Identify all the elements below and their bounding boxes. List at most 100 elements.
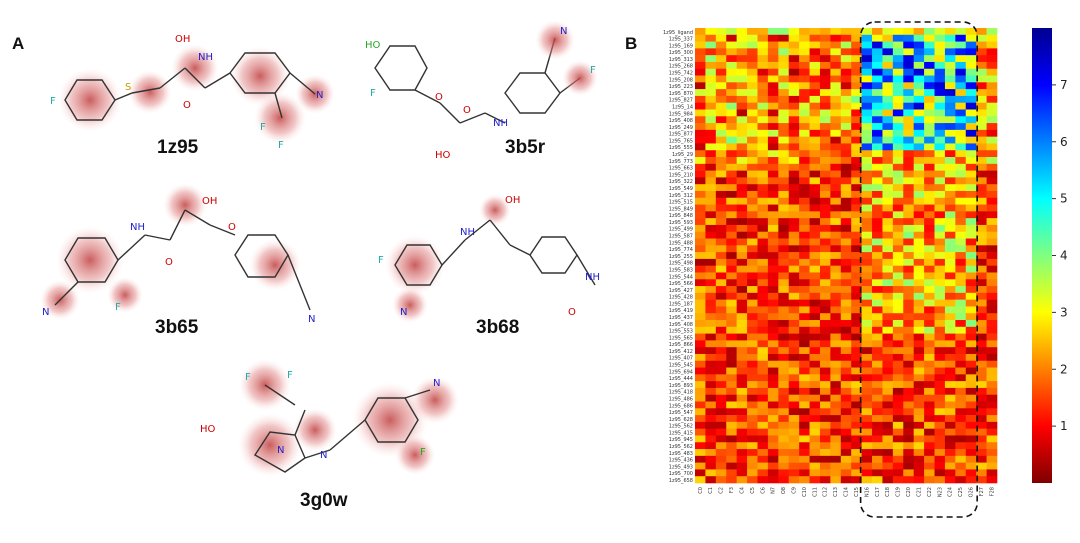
- heatmap-cell: [726, 313, 737, 321]
- heatmap-cell: [851, 245, 862, 253]
- heatmap-cell: [882, 190, 894, 199]
- heatmap-cell: [924, 143, 935, 151]
- heatmap-cell: [955, 421, 967, 429]
- heatmap-cell: [851, 381, 862, 389]
- heatmap-cell: [726, 245, 737, 253]
- heatmap-cell: [757, 442, 769, 450]
- heatmap-cell: [965, 116, 977, 124]
- heatmap-cell: [726, 102, 737, 110]
- heatmap-cell: [757, 190, 769, 199]
- heatmap-cell: [830, 204, 842, 212]
- heatmap-cell: [767, 476, 779, 484]
- heatmap-cell: [976, 367, 987, 375]
- heatmap-cell: [892, 150, 904, 158]
- heatmap-cell: [757, 415, 769, 423]
- heatmap-cell: [778, 401, 790, 409]
- heatmap-cell: [726, 55, 737, 63]
- heatmap-cell: [695, 313, 706, 321]
- heatmap-cell: [747, 272, 758, 280]
- heatmap-cell: [976, 449, 987, 457]
- heatmap-cell: [955, 313, 967, 321]
- heatmap-cell: [872, 95, 883, 104]
- heatmap-cell: [799, 421, 810, 429]
- row-label: 1z95_545: [669, 363, 693, 369]
- heatmap-cell: [705, 387, 717, 396]
- heatmap-cell: [924, 102, 935, 110]
- heatmap-cell: [892, 116, 904, 124]
- heatmap-cell: [799, 306, 810, 314]
- heatmap-cell: [913, 265, 925, 273]
- heatmap-cell: [861, 143, 873, 151]
- heatmap-cell: [892, 75, 904, 83]
- heatmap-cell: [965, 136, 977, 144]
- heatmap-cell: [819, 28, 831, 36]
- heatmap-cell: [924, 245, 935, 253]
- heatmap-cell: [892, 272, 904, 280]
- heatmap-cell: [892, 34, 904, 42]
- heatmap-cell: [924, 190, 935, 199]
- heatmap-cell: [882, 415, 894, 423]
- heatmap-cell: [903, 292, 914, 300]
- heatmap-cell: [840, 286, 852, 294]
- heatmap-cell: [715, 252, 727, 260]
- heatmap-cell: [976, 143, 987, 151]
- molecule-3b65-structure: NH OH O O N F N: [40, 183, 315, 325]
- heatmap-cell: [788, 333, 800, 341]
- heatmap-cell: [944, 116, 956, 124]
- heatmap-cell: [976, 55, 987, 63]
- heatmap-cell: [799, 394, 810, 402]
- heatmap-cell: [767, 469, 779, 477]
- heatmap-cell: [715, 238, 727, 246]
- heatmap-cell: [924, 34, 935, 42]
- heatmap-cell: [736, 211, 748, 219]
- heatmap-cell: [840, 143, 852, 151]
- heatmap-cell: [830, 347, 842, 355]
- heatmap-cell: [986, 408, 998, 416]
- heatmap-cell: [861, 353, 873, 362]
- heatmap-cell: [840, 360, 852, 368]
- heatmap-cell: [944, 455, 956, 463]
- heatmap-cell: [726, 34, 737, 42]
- heatmap-cell: [903, 326, 914, 334]
- heatmap-cell: [715, 129, 727, 137]
- heatmap-cell: [705, 313, 717, 321]
- heatmap-cell: [736, 394, 748, 402]
- heatmap-cell: [872, 462, 883, 470]
- heatmap-cell: [861, 61, 873, 70]
- heatmap-cell: [955, 170, 967, 178]
- heatmap-cell: [705, 218, 717, 226]
- heatmap-cell: [976, 197, 987, 205]
- row-label: 1z95_415: [669, 430, 693, 436]
- heatmap-cell: [726, 41, 737, 49]
- heatmap-cell: [819, 333, 831, 341]
- heatmap-cell: [809, 218, 821, 226]
- heatmap-cell: [851, 415, 862, 423]
- heatmap-cell: [778, 381, 790, 389]
- heatmap-cell: [819, 245, 831, 253]
- heatmap-cell: [778, 28, 790, 36]
- heatmap-cell: [757, 82, 769, 90]
- heatmap-cell: [965, 157, 977, 165]
- heatmap-cell: [747, 421, 758, 429]
- heatmap-cell: [892, 320, 904, 328]
- heatmap-cell: [976, 279, 987, 287]
- heatmap-cell: [736, 177, 748, 185]
- heatmap-cell: [986, 306, 998, 314]
- heatmap-cell: [799, 68, 810, 76]
- heatmap-cell: [965, 95, 977, 104]
- heatmap-cell: [715, 449, 727, 457]
- heatmap-cell: [882, 272, 894, 280]
- svg-text:F: F: [590, 65, 596, 76]
- heatmap-cell: [955, 197, 967, 205]
- heatmap-cell: [872, 177, 883, 185]
- heatmap-cell: [747, 150, 758, 158]
- heatmap-cell: [830, 245, 842, 253]
- heatmap-cell: [986, 218, 998, 226]
- heatmap-cell: [882, 34, 894, 42]
- heatmap-cell: [955, 353, 967, 362]
- heatmap-cell: [840, 381, 852, 389]
- heatmap-cell: [882, 82, 894, 90]
- heatmap-cell: [965, 129, 977, 137]
- heatmap-cell: [767, 197, 779, 205]
- heatmap-cell: [892, 68, 904, 76]
